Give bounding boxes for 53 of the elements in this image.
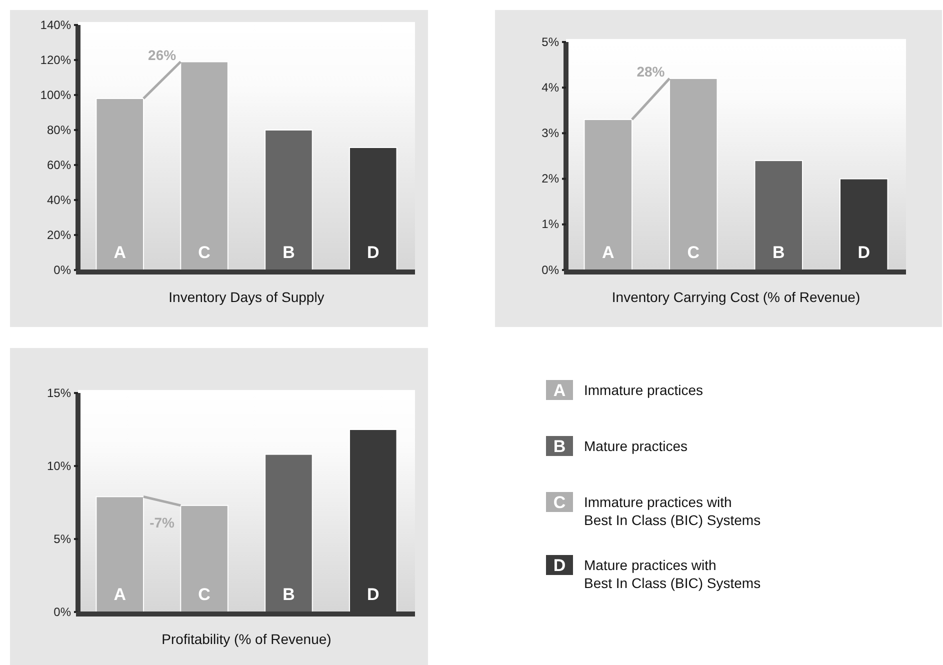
bar <box>180 504 228 612</box>
bar <box>584 119 632 270</box>
y-tick-label: 3% <box>542 126 560 140</box>
y-tick-label: 4% <box>542 80 560 94</box>
bar <box>180 61 228 270</box>
bar <box>754 160 803 270</box>
category-label: A <box>553 381 566 400</box>
x-axis-title: Inventory Days of Supply <box>168 289 324 305</box>
x-tick-label: C <box>198 585 210 604</box>
bar <box>264 454 313 612</box>
x-tick-label: D <box>367 585 380 604</box>
x-tick-label: B <box>772 243 785 262</box>
annotation: 26% <box>148 46 177 63</box>
x-tick-label: C <box>687 243 700 262</box>
x-tick-label: B <box>282 243 295 262</box>
y-tick-label: 0% <box>542 262 560 277</box>
annotation: -7% <box>150 514 176 530</box>
bar <box>669 78 718 270</box>
x-tick-label: A <box>114 585 126 604</box>
bar <box>96 496 144 612</box>
x-tick-label: C <box>198 243 210 262</box>
text: Mature practices <box>584 438 688 454</box>
x-axis-title: Profitability (% of Revenue) <box>162 631 332 647</box>
y-tick-label: 1% <box>542 217 560 232</box>
y-tick-label: 140% <box>40 18 72 32</box>
y-tick-label: 0% <box>54 604 72 619</box>
x-axis-title: Inventory Carrying Cost (% of Revenue) <box>612 289 860 305</box>
x-tick-label: A <box>114 243 126 262</box>
category-label: C <box>553 493 566 512</box>
bar <box>96 98 144 270</box>
y-tick-label: 5% <box>54 532 72 546</box>
annotation: 28% <box>636 63 666 80</box>
y-tick-label: 0% <box>54 262 72 277</box>
y-tick-label: 2% <box>542 172 560 186</box>
y-tick-label: 100% <box>40 88 72 102</box>
text: Immature practices with Best In Class (BIC) Systems <box>584 494 761 528</box>
y-tick-label: 15% <box>46 386 72 400</box>
x-tick-label: A <box>602 243 614 262</box>
category-label: B <box>553 437 566 456</box>
x-tick-label: D <box>858 243 870 262</box>
bar <box>264 130 313 270</box>
y-tick-label: 40% <box>46 192 72 207</box>
x-tick-label: B <box>282 585 295 604</box>
y-tick-label: 80% <box>46 122 72 137</box>
x-tick-label: D <box>367 243 380 262</box>
y-tick-label: 5% <box>542 34 560 49</box>
y-tick-label: 60% <box>46 158 72 172</box>
text: Mature practices with Best In Class (BIC) Systems <box>584 557 761 591</box>
y-tick-label: 10% <box>46 458 72 473</box>
y-tick-label: 120% <box>40 52 72 67</box>
text: Immature practices <box>584 382 704 398</box>
category-label: D <box>553 556 566 575</box>
y-tick-label: 20% <box>46 228 72 242</box>
